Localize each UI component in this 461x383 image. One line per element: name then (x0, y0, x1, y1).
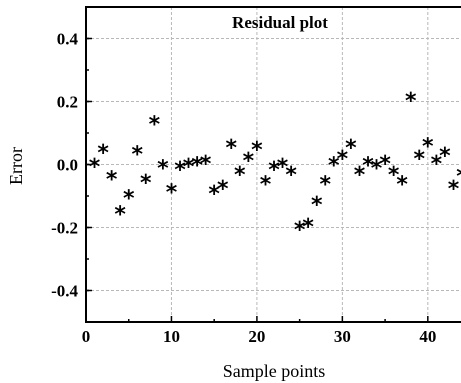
data-point: * (166, 180, 178, 205)
data-point: * (268, 158, 280, 183)
data-point: * (157, 157, 169, 182)
data-point: * (320, 172, 332, 197)
data-point: * (285, 163, 297, 188)
y-tick-labels: -0.4 -0.2 0.0 0.2 0.4 (51, 30, 78, 301)
data-point: * (191, 154, 203, 179)
data-point: * (260, 172, 272, 197)
data-point: * (371, 157, 383, 182)
data-point: * (328, 154, 340, 179)
data-point: * (123, 187, 135, 212)
data-point: * (132, 142, 144, 167)
data-point: * (208, 182, 220, 207)
data-point: * (354, 163, 366, 188)
y-tick-label: 0.2 (57, 93, 78, 112)
data-point: * (89, 155, 101, 180)
data-point: * (114, 202, 126, 227)
data-point: * (337, 147, 349, 172)
y-tick-label: -0.4 (51, 282, 78, 301)
data-point: * (311, 193, 323, 218)
y-axis-label: Error (6, 147, 26, 185)
data-point: * (277, 155, 289, 180)
data-point: * (97, 141, 109, 166)
data-point: * (302, 215, 314, 240)
x-tick-labels: 0 10 20 30 40 (82, 327, 437, 346)
x-tick-label: 10 (163, 327, 180, 346)
data-point: * (362, 154, 374, 179)
data-point: * (200, 152, 212, 177)
data-point: * (149, 113, 161, 138)
y-tick-label: 0.4 (57, 30, 79, 49)
data-point: * (140, 171, 152, 196)
data-point: * (396, 172, 408, 197)
x-tick-label: 30 (334, 327, 351, 346)
data-point: * (414, 147, 426, 172)
data-point: * (448, 177, 460, 202)
data-point: * (106, 168, 118, 193)
data-point: * (243, 149, 255, 174)
data-point: * (422, 135, 434, 160)
x-tick-label: 20 (248, 327, 265, 346)
y-tick-label: -0.2 (51, 219, 78, 238)
data-point: * (294, 218, 306, 243)
data-point: * (345, 136, 357, 161)
data-point: * (234, 163, 246, 188)
data-point: * (388, 163, 400, 188)
x-tick-label: 40 (419, 327, 436, 346)
y-tick-label: 0.0 (57, 156, 78, 175)
data-point: * (174, 158, 186, 183)
data-point: * (431, 152, 443, 177)
data-point: * (379, 152, 391, 177)
grid-lines (86, 7, 461, 322)
x-tick-label: 0 (82, 327, 91, 346)
data-point: * (405, 89, 417, 114)
chart-title: Residual plot (232, 13, 328, 32)
data-point: * (439, 144, 451, 169)
data-point: * (217, 177, 229, 202)
data-point: * (226, 136, 238, 161)
data-point: * (456, 165, 461, 190)
data-point: * (251, 138, 263, 163)
data-point: * (183, 155, 195, 180)
x-axis-label: Sample points (223, 361, 326, 381)
axis-ticks (85, 6, 429, 323)
data-points: ****************************************… (89, 89, 461, 243)
